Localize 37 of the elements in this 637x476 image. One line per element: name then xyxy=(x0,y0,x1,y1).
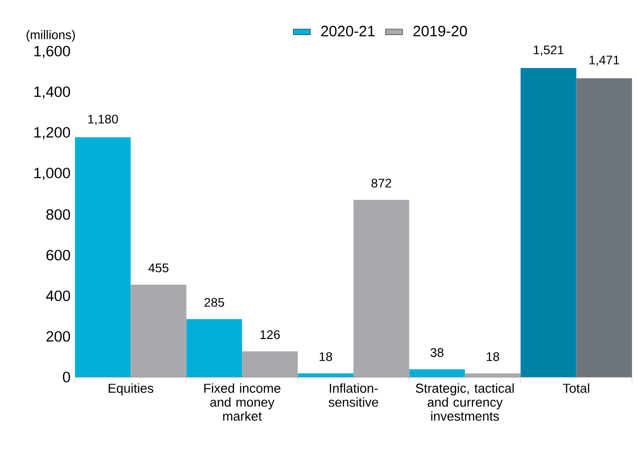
y-tick-label: 1,200 xyxy=(34,127,70,140)
y-tick-label: 1,600 xyxy=(34,46,70,58)
x-tick-label: Inflation-sensitive xyxy=(328,383,378,407)
data-label: 38 xyxy=(430,348,444,357)
x-tick-label: Equities xyxy=(108,383,154,396)
bar xyxy=(576,78,632,377)
x-tick-label: Total xyxy=(562,383,590,393)
bar xyxy=(298,373,354,377)
legend-label: 2019-20 xyxy=(413,26,467,36)
x-tick-label: Strategic, tactical and currency investments xyxy=(416,383,514,421)
data-label: 18 xyxy=(320,352,332,362)
bar xyxy=(242,351,298,377)
bar xyxy=(520,68,576,377)
y-tick-label: 400 xyxy=(46,290,70,302)
bar xyxy=(354,200,410,377)
y-tick-label: 600 xyxy=(46,250,70,260)
bar xyxy=(75,137,131,377)
bar xyxy=(130,284,186,377)
y-axis-title: (millions) xyxy=(26,30,75,42)
data-label: 872 xyxy=(372,178,392,188)
data-label: 1,180 xyxy=(88,114,118,125)
data-label: 18 xyxy=(486,352,500,362)
data-label: 1,521 xyxy=(534,45,564,56)
bar xyxy=(464,373,521,377)
data-label: 1,471 xyxy=(590,56,620,66)
y-tick-label: 0 xyxy=(62,372,70,382)
x-tick-label: Fixed income and money market xyxy=(204,383,280,421)
y-tick-label: 1,400 xyxy=(34,86,70,99)
bar xyxy=(186,319,242,377)
data-label: 126 xyxy=(260,330,280,340)
y-tick-label: 200 xyxy=(46,331,70,342)
y-tick-label: 800 xyxy=(46,209,70,220)
data-label: 285 xyxy=(204,298,224,307)
bar xyxy=(409,369,465,377)
legend-label: 2020-21 xyxy=(321,26,375,36)
y-tick-label: 1,000 xyxy=(34,168,70,180)
data-label: 455 xyxy=(148,264,168,272)
